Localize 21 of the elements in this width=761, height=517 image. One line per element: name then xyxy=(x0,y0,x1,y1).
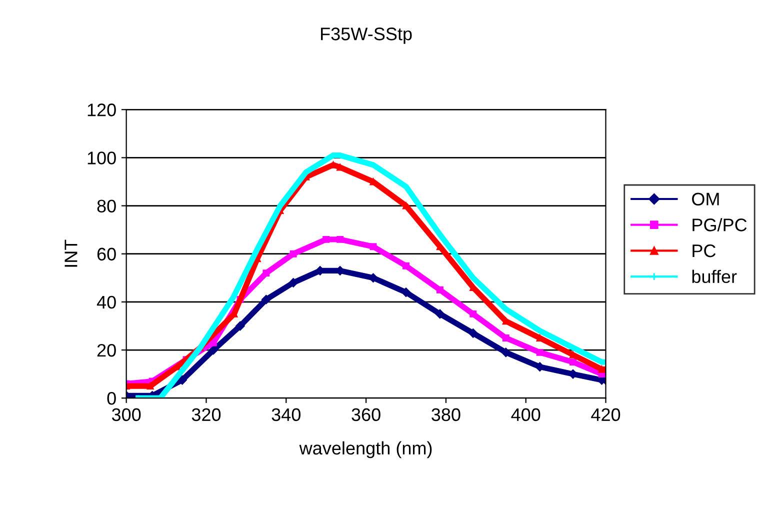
chart-title: F35W-SStp xyxy=(321,28,412,44)
y-tick-label: 120 xyxy=(88,104,116,116)
x-tick-label: 400 xyxy=(511,408,540,422)
x-tick-label: 360 xyxy=(352,408,380,422)
y-tick-label: 0 xyxy=(107,392,116,405)
x-tick-label: 300 xyxy=(112,408,141,422)
x-tick-label: 380 xyxy=(432,408,460,422)
y-tick-label: 60 xyxy=(97,248,116,261)
y-axis-title: INT xyxy=(64,240,78,267)
legend-label: PG/PC xyxy=(692,218,747,232)
y-tick-label: 20 xyxy=(97,344,116,357)
legend-label: PC xyxy=(692,244,716,258)
x-tick-label: 320 xyxy=(192,408,221,422)
y-tick-label: 100 xyxy=(88,152,116,164)
legend-label: OM xyxy=(692,192,719,206)
x-tick-label: 340 xyxy=(272,408,300,422)
legend-label: buffer xyxy=(692,270,737,284)
x-tick-label: 420 xyxy=(591,408,620,422)
x-axis-title: wavelength (nm) xyxy=(299,441,432,458)
y-tick-label: 40 xyxy=(96,296,116,309)
y-tick-label: 80 xyxy=(97,200,116,212)
